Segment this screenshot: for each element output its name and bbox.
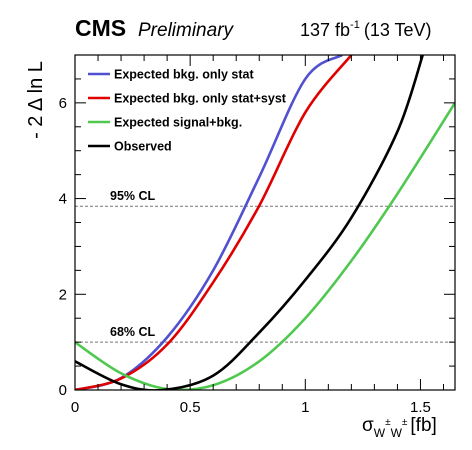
curves [75,55,455,390]
luminosity-label: 137 fb-1 (13 TeV) [300,19,432,40]
status-label: Preliminary [138,20,235,41]
x-tick-label: 0.5 [180,399,201,416]
x-tick-label: 0 [71,399,79,416]
series-line [75,55,424,390]
experiment-label: CMS [75,15,126,41]
reference-label: 95% CL [110,189,156,203]
reference-label: 68% CL [110,325,156,339]
reference-lines: 95% CL 68% CL [75,189,455,343]
legend-entry: Expected bkg. only stat+syst [114,92,287,106]
x-tick-label: 1 [301,399,309,416]
y-tick-label: 0 [59,382,67,399]
axis-ticks: 0 0.5 1 1.5 0 2 4 6 [59,55,455,416]
legend: Expected bkg. only stat Expected bkg. onl… [88,68,287,154]
x-axis-label: σW±W± [fb] [362,415,437,440]
series-line [75,55,353,390]
series-line [75,102,455,390]
legend-entry: Observed [114,140,172,154]
legend-entry: Expected signal+bkg. [114,116,242,130]
y-tick-label: 2 [59,286,67,303]
y-tick-label: 4 [59,191,67,208]
x-tick-label: 1.5 [410,399,431,416]
y-tick-label: 6 [59,95,67,112]
y-axis-label: - 2 Δ ln L [25,61,47,139]
legend-entry: Expected bkg. only stat [114,68,254,82]
